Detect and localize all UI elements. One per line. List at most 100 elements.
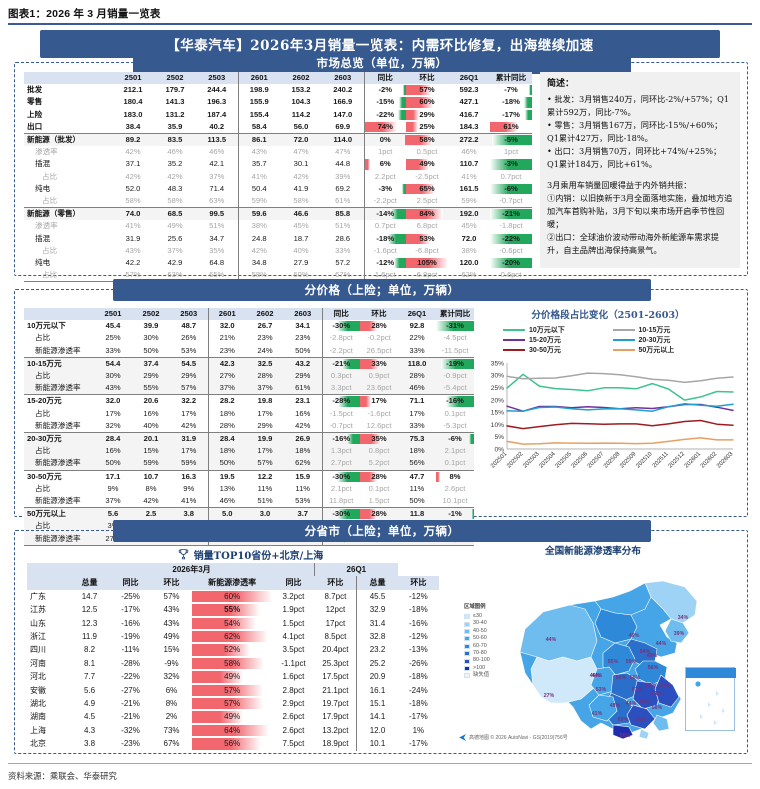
x-tick-label: 202502	[506, 451, 525, 470]
table-cell: 15%	[143, 446, 159, 456]
table-cell: 33%	[409, 345, 425, 355]
table-cell: 50%	[105, 458, 121, 468]
map-region-label: 49%	[647, 653, 658, 659]
legend-item: 50万元以上	[612, 345, 719, 355]
table-row: 上险 183.0 131.2 187.4 155.4 114.2 147.0 -22% 29% 4…	[24, 108, 532, 121]
table-cell: 33%	[335, 245, 351, 255]
table-cell: 12.5	[81, 605, 98, 615]
table-cell: 155.4	[237, 108, 280, 121]
table-cell: 8.2	[83, 645, 96, 655]
row-label: 占比	[35, 408, 51, 418]
column-header: 环比	[397, 576, 439, 590]
table-cell: 11%	[257, 483, 273, 493]
cell-value: 74%	[377, 121, 393, 131]
data-bar-cell: 62%	[191, 630, 273, 643]
map-landmass	[519, 580, 698, 740]
group-column-header: 2026年3月	[69, 563, 315, 577]
table-cell: 10.1pct	[442, 496, 468, 506]
table-cell: 62%	[461, 270, 477, 280]
table-cell: 131.2	[165, 109, 185, 119]
table-row: 15-20万元 32.0 20.6 32.2 28.2 19.8 23.1 -28% 17% 71…	[24, 394, 474, 408]
row-label: 新能源渗透率	[35, 345, 81, 355]
table-cell: 2.6pct	[282, 712, 305, 722]
y-tick-label: 35%	[491, 360, 504, 367]
table-cell: 26.7	[257, 321, 273, 331]
table-cell: 155.9	[237, 96, 280, 109]
table-cell: -0.2pct	[367, 333, 391, 343]
table-cell: 42%	[237, 244, 280, 258]
table-cell: 48.3	[167, 183, 183, 193]
cell-value: 29%	[419, 109, 435, 119]
data-bar-cell: -6%	[436, 433, 474, 446]
table-cell: 37%	[105, 496, 121, 506]
table-cell: 37%	[207, 382, 246, 395]
cell-value: 53%	[419, 233, 435, 243]
table-cell: 114.2	[291, 109, 311, 119]
table-cell: 16%	[295, 408, 311, 418]
table-cell: 17%	[181, 446, 197, 456]
column-header: 26Q1	[448, 72, 490, 85]
column-header: 2602	[246, 308, 284, 321]
table-cell: 18%	[295, 446, 311, 456]
table-cell: 11.8	[409, 509, 425, 519]
table-cell: 32%	[163, 672, 180, 682]
table-cell: 51%	[335, 221, 351, 231]
table-row: 10-15万元 54.4 37.4 54.5 42.3 32.5 43.2 -21% 33% 11…	[24, 357, 474, 371]
table-cell: 23.2	[356, 643, 398, 657]
column-header: 2502	[154, 72, 196, 85]
cell-value: 49%	[224, 712, 241, 722]
row-label: 插混	[35, 233, 51, 243]
table-cell: 55%	[143, 383, 159, 393]
cell-value: -16%	[332, 434, 351, 444]
table-cell: 2.5	[145, 509, 157, 519]
y-tick-label: 20%	[491, 397, 504, 404]
table-cell: 11%	[409, 483, 425, 493]
table-cell: 27%	[207, 370, 246, 383]
cell-value: -22%	[376, 109, 395, 119]
row-label: 占比	[35, 371, 51, 381]
row-label: 15-20万元	[27, 396, 62, 406]
table-cell: 153.2	[291, 85, 311, 95]
map-region-label: 44%	[656, 641, 667, 647]
table-cell: 5.2pct	[368, 458, 390, 468]
table-cell: 110.7	[459, 159, 479, 169]
legend-label: 50万元以上	[638, 347, 675, 354]
table-cell: 42%	[125, 147, 141, 157]
table-cell: 40%	[293, 245, 309, 255]
table-cell: 1.6pct	[282, 672, 305, 682]
table-cell: 180.4	[123, 97, 143, 107]
table-cell: 592.3	[459, 85, 479, 95]
data-bar-cell: 25%	[406, 121, 448, 134]
row-label: 渗透率	[35, 221, 58, 231]
map-legend-swatch-icon	[464, 665, 470, 671]
table-cell: 34.8	[237, 257, 280, 270]
table-cell: 20.6	[143, 396, 159, 406]
data-bar-cell: 28%	[360, 320, 398, 332]
table-cell: 8%	[165, 699, 178, 709]
province-name: 广东	[30, 591, 46, 601]
column-header	[24, 72, 112, 85]
table-cell: 16.3	[181, 471, 197, 481]
table-header-row: 2501 2502 2503 2601 2602 2603 同比 环比 26Q1 累计同比	[24, 72, 532, 85]
table-cell: 46%	[461, 147, 477, 157]
table-cell: -18%	[409, 699, 428, 709]
table-cell: 8.7pct	[324, 591, 347, 601]
table-cell: 0.7pct	[500, 171, 522, 181]
table-cell: 6%	[165, 685, 178, 695]
column-header: 环比	[406, 72, 448, 85]
cell-value: 57%	[224, 685, 241, 695]
x-tick-label: 202501	[490, 451, 509, 470]
table-cell: 29%	[295, 371, 311, 381]
data-bar-cell: -21%	[490, 208, 532, 221]
table-cell: 49%	[163, 632, 180, 642]
row-label: 10-15万元	[27, 358, 62, 368]
cell-value: -1%	[448, 509, 462, 519]
table-header-row: 总量 同比 环比 新能源渗透率 同比 环比 总量 环比	[27, 576, 439, 590]
column-header: 2502	[132, 308, 170, 321]
row-label: 新能源渗透率	[35, 420, 81, 430]
cell-value: -6%	[448, 434, 462, 444]
table-cell: 42.3	[207, 357, 246, 371]
cell-value: 52%	[224, 645, 241, 655]
cell-value: -18%	[502, 97, 520, 107]
table-cell: 18%	[409, 446, 425, 456]
